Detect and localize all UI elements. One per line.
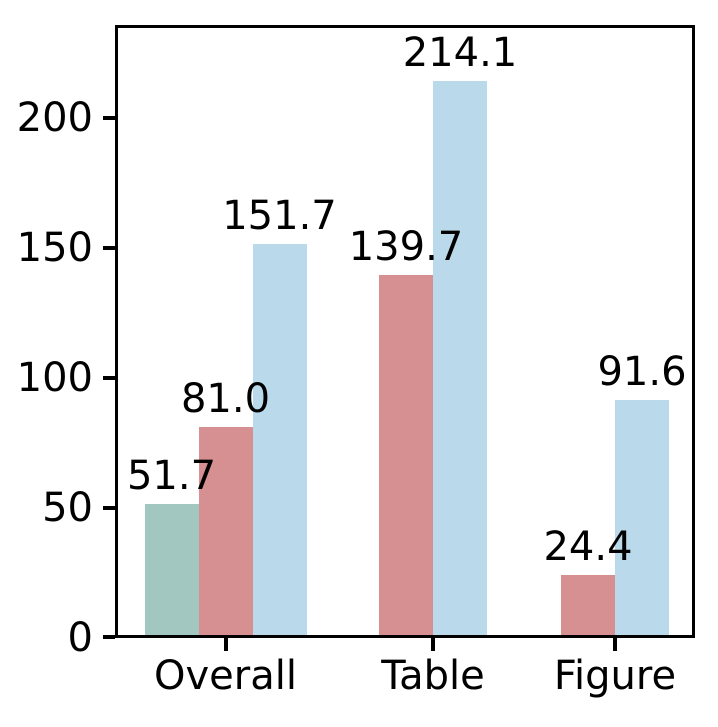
y-tick-mark (103, 246, 115, 251)
y-tick-label: 0 (67, 615, 93, 661)
y-tick-label: 50 (42, 485, 93, 532)
y-tick-mark (103, 116, 115, 121)
x-tick-mark (613, 638, 617, 651)
bar-value-label: 91.6 (597, 348, 687, 395)
bar-value-label: 214.1 (402, 30, 518, 77)
bar-value-label: 24.4 (543, 523, 633, 570)
bar-figure-light-blue (615, 399, 669, 635)
bar-value-label: 151.7 (222, 192, 337, 239)
y-tick-label: 100 (16, 355, 93, 402)
y-tick-label: 200 (16, 95, 93, 142)
x-tick-label-figure: Figure (553, 653, 677, 699)
bar-table-pink-red (379, 274, 433, 635)
bar-overall-teal (144, 503, 199, 635)
y-tick-mark (103, 376, 115, 381)
bar-value-label: 81.0 (180, 376, 271, 423)
bar-figure-pink-red (561, 574, 615, 635)
bar-value-label: 139.7 (348, 223, 464, 270)
bar-table-light-blue (433, 81, 487, 635)
plot-area (115, 25, 695, 638)
y-tick-label: 150 (16, 225, 93, 272)
bar-overall-pink-red (198, 427, 253, 635)
x-tick-mark (431, 638, 435, 651)
x-tick-label-overall: Overall (154, 653, 297, 699)
x-tick-label-table: Table (381, 653, 485, 699)
x-tick-mark (223, 638, 228, 651)
bar-overall-light-blue (252, 243, 307, 635)
bar-value-label: 51.7 (126, 452, 217, 499)
y-tick-mark (103, 506, 115, 511)
y-tick-mark (103, 634, 115, 639)
